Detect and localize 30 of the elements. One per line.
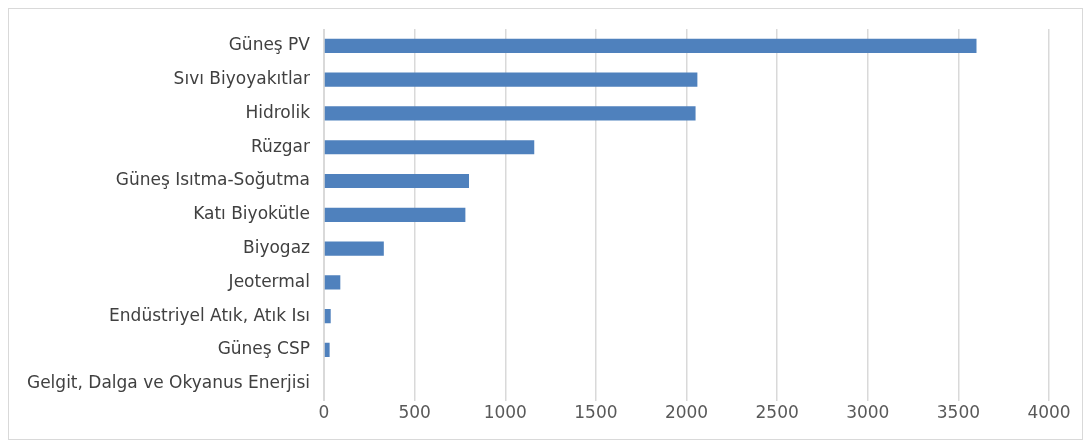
bar xyxy=(324,140,535,155)
x-tick-label: 500 xyxy=(398,402,431,423)
y-tick-label: Hidrolik xyxy=(245,101,311,122)
y-tick-label: Rüzgar xyxy=(251,135,311,156)
bar xyxy=(324,72,698,87)
bar xyxy=(324,342,330,358)
y-tick-label: Güneş Isıtma-Soğutma xyxy=(115,169,311,190)
y-tick-label: Biyogaz xyxy=(243,237,311,257)
bar xyxy=(324,207,466,222)
y-tick-label: Jeotermal xyxy=(227,270,311,291)
x-tick-label: 4000 xyxy=(1027,402,1071,423)
bar xyxy=(324,241,384,256)
x-tick-label: 2500 xyxy=(755,402,799,423)
bar xyxy=(324,309,331,324)
x-tick-label: 3000 xyxy=(846,402,890,423)
x-tick-label: 0 xyxy=(318,402,330,423)
y-tick-label: Endüstriyel Atık, Atık Isı xyxy=(109,304,311,325)
bar xyxy=(324,38,977,53)
x-tick-label: 1000 xyxy=(483,402,527,423)
bar xyxy=(324,275,341,290)
bar xyxy=(324,106,696,121)
y-tick-label: Güneş PV xyxy=(228,34,311,55)
bar xyxy=(324,173,470,189)
x-tick-label: 2000 xyxy=(664,402,709,423)
y-tick-label: Katı Biyokütle xyxy=(193,203,311,224)
x-tick-label: 1500 xyxy=(574,402,618,423)
y-tick-label: Güneş CSP xyxy=(217,338,311,359)
y-tick-label: Sıvı Biyoyakıtlar xyxy=(173,68,311,89)
x-tick-label: 3500 xyxy=(936,402,981,423)
y-tick-label: Gelgit, Dalga ve Okyanus Enerjisi xyxy=(26,372,311,393)
